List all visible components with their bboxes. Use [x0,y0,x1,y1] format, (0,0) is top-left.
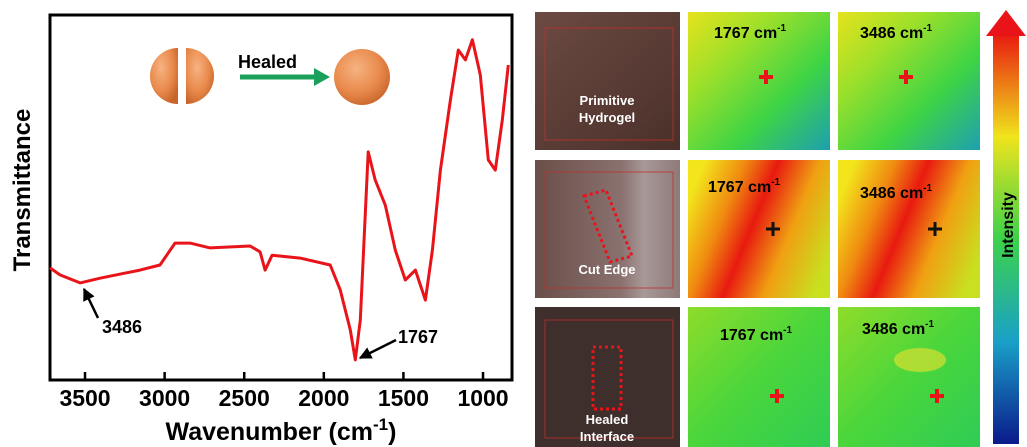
map-label-text: 1767 cm [708,179,771,196]
map-label-text: 3486 cm [862,321,925,338]
x-tick-label: 1000 [457,385,508,411]
map-label-sup: -1 [783,325,792,336]
map-label-text: 3486 cm [860,185,923,202]
map-label: 3486 cm-1 [860,23,933,42]
x-tick-label: 2000 [298,385,349,411]
spectrum-chart: Transmittance Wavenumber (cm-1) Healed 3… [9,15,512,446]
map-label-sup: -1 [777,23,786,34]
sphere [334,49,390,105]
map-label: 1767 cm-1 [720,325,793,344]
half-sphere [150,48,178,104]
x-tick-label: 1500 [378,385,429,411]
spectrum-line [50,40,508,360]
heal-arrow-head [314,68,330,86]
map-label-sup: -1 [771,177,780,188]
map-label-sup: -1 [925,319,934,330]
figure: Transmittance Wavenumber (cm-1) Healed 3… [0,0,1027,447]
map-label-text: 1767 cm [714,25,777,42]
map-label-text: 1767 cm [720,327,783,344]
map-label-text: 3486 cm [860,25,923,42]
map-label: 3486 cm-1 [860,183,933,202]
image-panels: Primitive Hydrogel 1767 cm-1 3486 cm-1 C… [535,10,1026,447]
map-label-sup: -1 [923,183,932,194]
map-label: 1767 cm-1 [708,177,781,196]
photo-label: Healed [586,412,629,427]
photo-label: Hydrogel [579,110,635,125]
photo-label: Cut Edge [578,262,635,277]
map-label-sup: -1 [923,23,932,34]
map-label: 3486 cm-1 [862,319,935,338]
x-tick-label: 2500 [219,385,270,411]
x-tick-label: 3500 [59,385,110,411]
annotation-arrow [84,289,98,318]
photo-label: Primitive [580,93,635,108]
annotation: 3486 [102,317,142,337]
heal-label: Healed [238,52,297,72]
x-axis-label-sup: -1 [373,415,388,434]
photo [535,12,680,150]
heatmap [838,160,980,298]
map-label: 1767 cm-1 [714,23,787,42]
half-sphere [186,48,214,104]
annotation-arrow [360,340,396,358]
page: {"chart_data": {"type": "line", "x_label… [0,0,1027,447]
photo-label: Interface [580,429,634,444]
x-axis-label: Wavenumber (cm-1) [166,415,397,446]
colorbar-label: Intensity [1000,192,1017,258]
x-axis-label-text: Wavenumber (cm [166,418,373,446]
x-tick-label: 3000 [139,385,190,411]
y-axis-label: Transmittance [9,109,36,272]
photo [535,160,680,298]
colorbar-arrow [986,10,1026,36]
hotspot [894,348,946,372]
annotation: 1767 [398,327,438,347]
x-axis-label-end: ) [388,418,396,446]
